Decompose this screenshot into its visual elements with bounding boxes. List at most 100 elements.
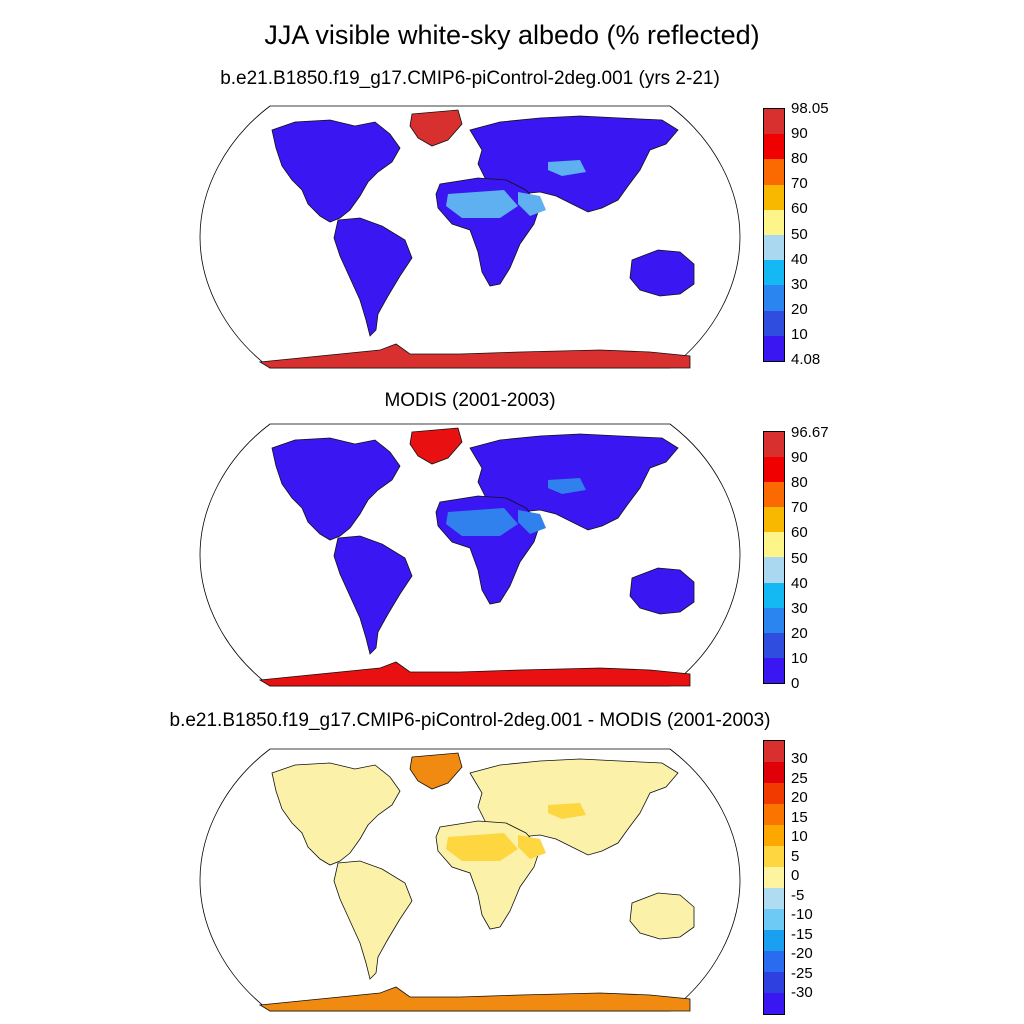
antarctica-landmass — [258, 986, 691, 1012]
samerica-landmass — [333, 860, 413, 980]
colorbar-swatch — [764, 432, 784, 458]
greenland-landmass — [409, 427, 463, 465]
colorbar-tick-label: -5 — [791, 886, 805, 904]
namerica-landmass — [271, 437, 401, 541]
panel-2-map — [199, 423, 741, 687]
colorbar-swatch — [764, 234, 784, 261]
desert-region — [446, 833, 518, 861]
colorbar-swatch — [764, 993, 784, 1014]
desert-region — [518, 192, 546, 216]
samerica-landmass — [333, 535, 413, 655]
colorbar-tick-label: 70 — [791, 499, 808, 517]
samerica-landmass — [333, 217, 413, 337]
colorbar-tick-label: 90 — [791, 125, 808, 143]
colorbar-swatch — [764, 285, 784, 311]
colorbar-tick-label: -15 — [791, 925, 813, 943]
colorbar-tick-label: 60 — [791, 524, 808, 542]
colorbar-tick-label: -30 — [791, 984, 813, 1001]
colorbar-swatch — [764, 457, 784, 483]
colorbar-swatch — [764, 335, 784, 361]
figure-title: JJA visible white-sky albedo (% reflecte… — [264, 20, 760, 50]
greenland-landmass — [409, 752, 463, 790]
colorbar-tick-label: 90 — [791, 449, 808, 467]
colorbar-swatch — [764, 762, 784, 783]
panel-1-map — [199, 105, 741, 369]
namerica-landmass — [271, 762, 401, 866]
colorbar-tick-label: 70 — [791, 175, 808, 193]
colorbar-tick-label: 80 — [791, 474, 808, 492]
colorbar-swatch — [764, 582, 784, 608]
antarctica-landmass — [258, 661, 691, 687]
panel-3-map — [199, 748, 741, 1012]
desert-region — [548, 160, 586, 176]
colorbar-tick-label: 20 — [791, 624, 808, 642]
australia-landmass — [629, 249, 695, 297]
colorbar-swatch — [764, 209, 784, 235]
panel-2-title: MODIS (2001-2003) — [384, 390, 556, 411]
colorbar-tick-label: 50 — [791, 549, 808, 567]
desert-region — [518, 835, 546, 859]
desert-region — [548, 803, 586, 819]
panel-1-colorbar — [763, 108, 785, 362]
colorbar-swatch — [764, 532, 784, 558]
colorbar-tick-label: 80 — [791, 150, 808, 168]
desert-region — [446, 508, 518, 536]
colorbar-tick-label: 0 — [791, 675, 800, 692]
colorbar-tick-label: 5 — [791, 847, 800, 865]
greenland-landmass — [409, 109, 463, 147]
namerica-landmass — [271, 119, 401, 223]
colorbar-swatch — [764, 951, 784, 972]
colorbar-tick-label: 30 — [791, 275, 808, 293]
colorbar-tick-label: 50 — [791, 225, 808, 243]
desert-region — [548, 478, 586, 494]
colorbar-swatch — [764, 888, 784, 909]
colorbar-swatch — [764, 482, 784, 508]
colorbar-tick-label: -20 — [791, 945, 813, 962]
colorbar-swatch — [764, 557, 784, 583]
colorbar-tick-label: 30 — [791, 750, 808, 767]
australia-landmass — [629, 892, 695, 940]
colorbar-swatch — [764, 909, 784, 930]
colorbar-swatch — [764, 134, 784, 160]
colorbar-tick-label: 10 — [791, 649, 808, 667]
colorbar-tick-label: 40 — [791, 250, 808, 268]
colorbar-swatch — [764, 657, 784, 683]
panel-2-colorbar — [763, 431, 785, 684]
colorbar-swatch — [764, 846, 784, 867]
colorbar-tick-label: 20 — [791, 300, 808, 318]
panel-3-colorbar — [763, 740, 785, 1015]
colorbar-swatch — [764, 867, 784, 888]
colorbar-tick-label: -25 — [791, 964, 813, 982]
colorbar-tick-label: 96.67 — [791, 424, 829, 441]
desert-region — [518, 510, 546, 534]
panel-3-title: b.e21.B1850.f19_g17.CMIP6-piControl-2deg… — [169, 710, 771, 731]
colorbar-tick-label: 30 — [791, 599, 808, 617]
antarctica-landmass — [258, 343, 691, 369]
colorbar-swatch — [764, 159, 784, 185]
colorbar-swatch — [764, 972, 784, 993]
panel-1-title: b.e21.B1850.f19_g17.CMIP6-piControl-2deg… — [220, 68, 720, 89]
colorbar-tick-label: 20 — [791, 789, 808, 806]
colorbar-tick-label: 15 — [791, 808, 808, 826]
colorbar-swatch — [764, 783, 784, 804]
colorbar-swatch — [764, 741, 784, 762]
colorbar-swatch — [764, 109, 784, 135]
desert-region — [446, 190, 518, 218]
colorbar-tick-label: 60 — [791, 200, 808, 218]
colorbar-swatch — [764, 804, 784, 825]
colorbar-swatch — [764, 825, 784, 846]
colorbar-tick-label: 10 — [791, 828, 808, 845]
colorbar-swatch — [764, 507, 784, 533]
colorbar-tick-label: 0 — [791, 867, 800, 884]
colorbar-tick-label: 98.05 — [791, 100, 829, 117]
colorbar-tick-label: 10 — [791, 325, 808, 343]
colorbar-tick-label: 4.08 — [791, 351, 821, 368]
colorbar-tick-label: 25 — [791, 769, 808, 787]
australia-landmass — [629, 567, 695, 615]
colorbar-swatch — [764, 607, 784, 633]
colorbar-swatch — [764, 930, 784, 951]
colorbar-swatch — [764, 310, 784, 336]
colorbar-tick-label: 40 — [791, 574, 808, 592]
colorbar-swatch — [764, 632, 784, 658]
colorbar-tick-label: -10 — [791, 906, 813, 923]
